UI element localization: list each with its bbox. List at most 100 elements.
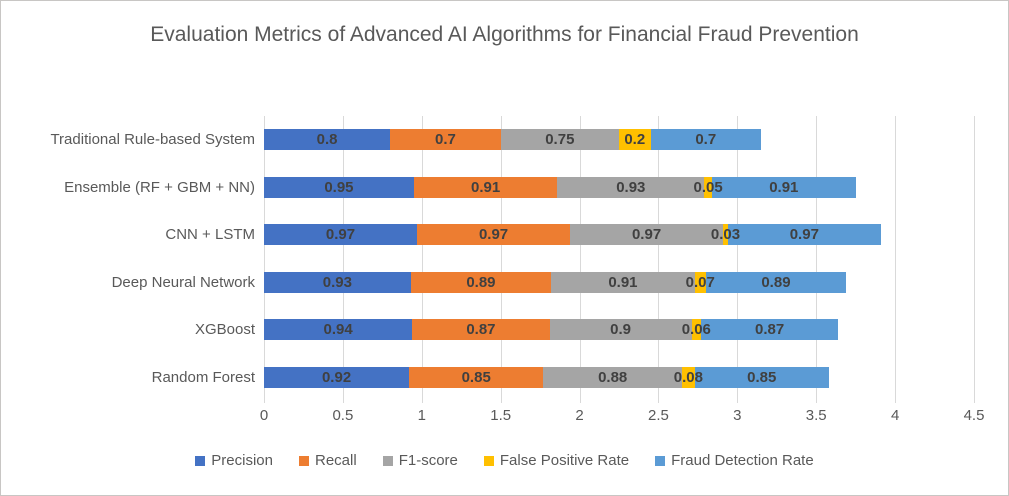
legend-label: Fraud Detection Rate: [671, 452, 814, 469]
data-label-recall: 0.7: [435, 131, 456, 149]
bar-segment-false-positive-rate[interactable]: 0.03: [711, 224, 740, 246]
bar-segment-precision[interactable]: 0.94: [264, 319, 413, 341]
bar-segment-f1-score[interactable]: 0.75: [500, 129, 619, 151]
gridline-2: [579, 116, 581, 403]
bar-segment-false-positive-rate[interactable]: 0.05: [694, 176, 723, 198]
x-tick-4.5: 4.5: [963, 407, 985, 424]
bar-segment-precision[interactable]: 0.92: [264, 366, 410, 388]
data-label-precision: 0.93: [322, 273, 352, 291]
legend-label: F1-score: [398, 452, 458, 469]
gridline-2.5: [658, 116, 660, 403]
legend-item-false-positive-rate[interactable]: False Positive Rate: [483, 452, 630, 469]
legend-label: Recall: [315, 452, 357, 469]
x-tick-2: 2: [575, 407, 584, 424]
bar-segment-false-positive-rate[interactable]: 0.06: [682, 319, 711, 341]
bar-segment-f1-score[interactable]: 0.93: [557, 176, 705, 198]
category-label-xgboost[interactable]: XGBoost: [194, 321, 255, 339]
data-label-fraud-detection-rate: 0.7: [695, 131, 717, 149]
bar-segment-recall[interactable]: 0.97: [417, 224, 571, 246]
category-label-ensemble-rf-gbm-nn[interactable]: Ensemble (RF + GBM + NN): [64, 178, 255, 196]
data-label-precision: 0.92: [321, 368, 352, 386]
chart-title: Evaluation Metrics of Advanced AI Algori…: [150, 23, 859, 46]
gridline-0: [264, 116, 265, 403]
category-label-random-forest[interactable]: Random Forest: [151, 368, 255, 386]
data-label-f1-score: 0.91: [608, 273, 638, 291]
legend-swatch-fraud-detection-rate: [655, 455, 666, 466]
bar-track: 0.94 0.87 0.9 0.06 0.87: [264, 319, 974, 341]
bar-track: 0.92 0.85 0.88 0.08 0.85: [264, 366, 974, 388]
x-tick-0: 0: [259, 407, 269, 424]
gridline-1: [421, 116, 423, 403]
stacked-bar: 0.8 0.7 0.75 0.2 0.7: [264, 129, 974, 151]
category-label-cnn-lstm[interactable]: CNN + LSTM: [165, 226, 255, 244]
bar-segment-precision[interactable]: 0.97: [264, 224, 418, 246]
bar-segment-recall[interactable]: 0.85: [409, 366, 544, 388]
legend-label: Precision: [211, 452, 273, 469]
legend-item-f1-score[interactable]: F1-score: [382, 452, 458, 469]
x-tick-2.5: 2.5: [648, 407, 669, 424]
bar-segment-fraud-detection-rate[interactable]: 0.87: [701, 319, 839, 341]
data-label-f1-score: 0.97: [631, 226, 662, 244]
bar-segment-recall[interactable]: 0.87: [412, 319, 550, 341]
bar-segment-precision[interactable]: 0.95: [264, 176, 414, 198]
bar-segment-f1-score[interactable]: 0.88: [543, 366, 683, 388]
x-tick-0.5: 0.5: [332, 407, 354, 424]
category-label-traditional-rule-based-system[interactable]: Traditional Rule-based System: [50, 131, 255, 149]
bar-segment-recall[interactable]: 0.7: [390, 129, 501, 151]
gridline-4: [895, 116, 897, 403]
bar-track: 0.95 0.91 0.93 0.05 0.91: [264, 176, 974, 198]
category-label-deep-neural-network[interactable]: Deep Neural Network: [111, 273, 255, 291]
data-label-f1-score: 0.9: [610, 321, 631, 339]
bar-segment-recall[interactable]: 0.89: [410, 271, 552, 293]
bar-segment-fraud-detection-rate[interactable]: 0.85: [694, 366, 829, 388]
gridlines: [264, 116, 975, 403]
data-label-recall: 0.87: [466, 321, 496, 339]
bar-segment-fraud-detection-rate[interactable]: 0.7: [650, 129, 761, 151]
bar-track: 0.93 0.89 0.91 0.07 0.89: [264, 271, 974, 293]
legend: Precision Recall F1-score False Positive Ra…: [1, 452, 1008, 469]
bar-segment-recall[interactable]: 0.91: [413, 176, 558, 198]
data-label-precision: 0.94: [323, 321, 353, 339]
legend-swatch-recall: [299, 455, 309, 466]
data-label-recall: 0.85: [461, 368, 491, 386]
bar-row-deep-neural-network: Deep Neural Network 0.93 0.89 0.91 0.07 0.89: [1, 259, 1008, 307]
bar-segment-false-positive-rate[interactable]: 0.2: [618, 129, 651, 151]
legend-item-fraud-detection-rate[interactable]: Fraud Detection Rate: [655, 452, 814, 469]
x-axis: 0 0.5 1 1.5 2 2.5 3 3.5 4 4.5: [260, 407, 985, 427]
legend-label: False Positive Rate: [499, 452, 630, 469]
bar-segment-fraud-detection-rate[interactable]: 0.97: [727, 224, 881, 246]
bar-segment-f1-score[interactable]: 0.91: [551, 271, 695, 293]
data-label-recall: 0.89: [466, 273, 496, 291]
legend-item-recall[interactable]: Recall: [299, 452, 357, 469]
bar-segment-fraud-detection-rate[interactable]: 0.91: [712, 176, 856, 198]
x-tick-1.5: 1.5: [490, 407, 512, 424]
stacked-bar: 0.92 0.85 0.88 0.08 0.85: [264, 366, 974, 388]
data-label-fraud-detection-rate: 0.89: [761, 273, 791, 291]
bar-row-xgboost: XGBoost 0.94 0.87 0.9 0.06 0.87: [1, 306, 1008, 354]
bar-segment-f1-score[interactable]: 0.97: [570, 224, 724, 246]
bar-segment-false-positive-rate[interactable]: 0.07: [686, 271, 715, 293]
data-label-false-positive-rate: 0.08: [673, 368, 703, 386]
bar-track: 0.97 0.97 0.97 0.03 0.97: [264, 224, 974, 246]
x-tick-3.5: 3.5: [805, 407, 827, 424]
gridline-3.5: [816, 116, 818, 403]
bar-row-traditional-rule-based-system: Traditional Rule-based System 0.8 0.7 0.75 0…: [1, 116, 1008, 164]
legend-item-precision[interactable]: Precision: [195, 452, 273, 469]
bar-segment-false-positive-rate[interactable]: 0.08: [674, 366, 703, 388]
bar-segment-precision[interactable]: 0.93: [264, 271, 411, 293]
bar-row-random-forest: Random Forest 0.92 0.85 0.88 0.08 0.85: [1, 354, 1008, 402]
data-label-recall: 0.91: [471, 178, 501, 196]
stacked-bar: 0.97 0.97 0.97 0.03 0.97: [264, 224, 974, 246]
data-label-f1-score: 0.93: [616, 178, 646, 196]
bar-segment-fraud-detection-rate[interactable]: 0.89: [705, 271, 847, 293]
data-label-false-positive-rate: 0.05: [693, 178, 723, 196]
stacked-bar: 0.95 0.91 0.93 0.05 0.91: [264, 176, 974, 198]
plot-area: Traditional Rule-based System 0.8 0.7 0.75 0…: [1, 116, 1008, 401]
data-label-precision: 0.97: [325, 226, 356, 244]
bar-segment-precision[interactable]: 0.8: [264, 129, 391, 151]
legend-swatch-false-positive-rate: [483, 455, 494, 466]
legend-swatch-precision: [195, 455, 206, 466]
bar-row-ensemble-rf-gbm-nn: Ensemble (RF + GBM + NN) 0.95 0.91 0.93 0.05…: [1, 164, 1008, 212]
bar-segment-f1-score[interactable]: 0.9: [549, 319, 692, 341]
